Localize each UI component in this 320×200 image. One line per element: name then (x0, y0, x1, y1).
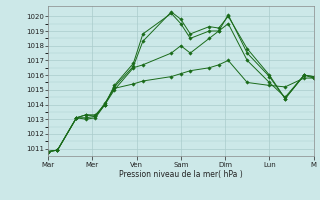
X-axis label: Pression niveau de la mer( hPa ): Pression niveau de la mer( hPa ) (119, 170, 243, 179)
